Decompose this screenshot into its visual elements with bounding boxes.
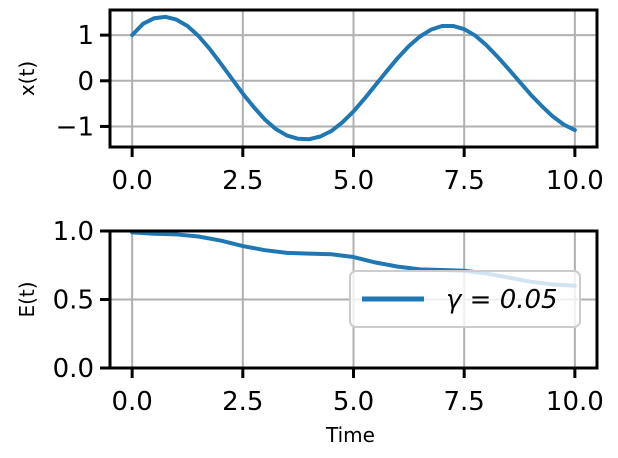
top-subplot: 0.0 2.5 5.0 7.5 10.0 1 0 −1 x(t) xyxy=(15,8,604,196)
bottom-y-axis-label: E(t) xyxy=(15,281,39,317)
x-tick-label: 10.0 xyxy=(546,166,604,196)
x-tick-label: 5.0 xyxy=(333,166,374,196)
x-tick-label: 2.5 xyxy=(222,166,263,196)
top-ticks: 0.0 2.5 5.0 7.5 10.0 1 0 −1 xyxy=(56,21,604,196)
y-tick-label: 0 xyxy=(77,67,94,97)
x-tick-label: 0.0 xyxy=(111,387,152,417)
legend-label: γ = 0.05 xyxy=(446,285,558,315)
bottom-ticks: 0.0 2.5 5.0 7.5 10.0 1.0 0.5 0.0 xyxy=(53,217,604,417)
top-y-axis-label: x(t) xyxy=(15,61,39,96)
y-tick-label: 1 xyxy=(77,21,94,51)
legend: γ = 0.05 xyxy=(349,270,581,328)
bottom-subplot: 0.0 2.5 5.0 7.5 10.0 1.0 0.5 0.0 E(t) Time γ = … xyxy=(15,217,604,447)
x-tick-label: 7.5 xyxy=(444,387,485,417)
top-series xyxy=(130,14,577,142)
y-tick-label: 1.0 xyxy=(53,217,94,247)
top-grid xyxy=(110,10,597,147)
x-tick-label: 5.0 xyxy=(333,387,374,417)
y-tick-label: −1 xyxy=(56,112,94,142)
legend-box xyxy=(349,270,581,328)
bottom-x-axis-label: Time xyxy=(325,423,375,447)
x-tick-label: 2.5 xyxy=(222,387,263,417)
y-tick-label: 0.5 xyxy=(53,286,94,316)
series-line xyxy=(130,14,577,142)
x-tick-label: 0.0 xyxy=(111,166,152,196)
x-tick-label: 10.0 xyxy=(546,387,604,417)
y-tick-label: 0.0 xyxy=(53,354,94,384)
x-tick-label: 7.5 xyxy=(444,166,485,196)
